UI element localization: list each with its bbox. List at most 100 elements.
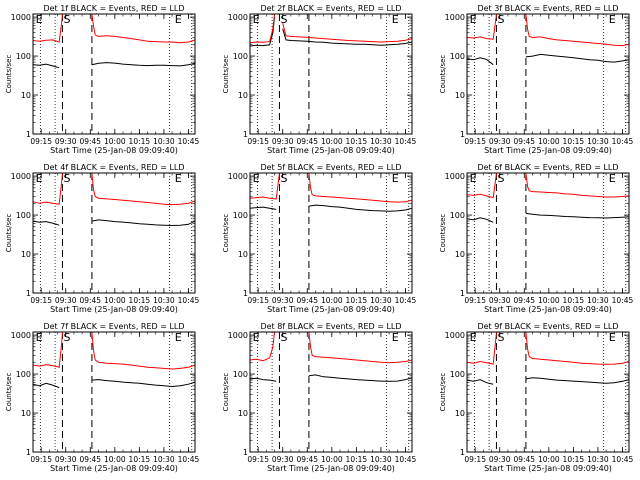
series-events-line (249, 377, 277, 382)
x-tick-label: 10:30 (587, 296, 609, 305)
panel-title: Det 3f BLACK = Events, RED = LLD (477, 4, 618, 13)
y-tick-label: 10 (21, 91, 31, 100)
series-lld-line (91, 331, 196, 370)
x-tick-label: 09:30 (55, 455, 77, 464)
series-events-line (32, 63, 60, 69)
series-lld-line (525, 172, 630, 198)
marker-label-e: E (175, 13, 182, 26)
marker-label-s: S (280, 13, 287, 26)
y-tick-label: 100 (450, 211, 465, 220)
series-lld-line (32, 13, 63, 43)
x-tick-label: 10:15 (129, 455, 151, 464)
x-tick-label: 10:00 (104, 137, 126, 146)
series-lld-line (308, 172, 413, 203)
series-events-line (249, 17, 275, 47)
x-tick-label: 09:45 (296, 137, 318, 146)
x-tick-label: 09:15 (247, 137, 269, 146)
y-axis-label: Counts/sec (439, 55, 447, 94)
panel-title: Det 4f BLACK = Events, RED = LLD (43, 163, 184, 172)
x-tick-label: 10:45 (395, 455, 417, 464)
series-events-line (525, 377, 630, 384)
x-tick-label: 09:45 (296, 296, 318, 305)
marker-label-e: E (253, 172, 260, 185)
y-tick-label: 10 (21, 409, 31, 418)
y-tick-label: 1000 (445, 172, 465, 181)
y-tick-label: 1000 (11, 331, 31, 340)
x-tick-label: 09:30 (272, 455, 294, 464)
x-tick-label: 09:30 (272, 296, 294, 305)
marker-label-e: E (36, 13, 43, 26)
x-tick-label: 10:00 (321, 296, 343, 305)
x-axis-label: Start Time (25-Jan-08 09:09:40) (50, 146, 178, 155)
x-axis-label: Start Time (25-Jan-08 09:09:40) (267, 464, 395, 473)
y-tick-label: 1000 (445, 331, 465, 340)
y-tick-label: 10 (455, 250, 465, 259)
series-lld-line (282, 22, 413, 43)
x-tick-label: 09:15 (464, 455, 486, 464)
y-tick-label: 100 (450, 370, 465, 379)
marker-label-s: S (497, 13, 504, 26)
y-axis-label: Counts/sec (439, 373, 447, 412)
y-tick-label: 100 (233, 370, 248, 379)
y-tick-label: 1 (460, 130, 465, 139)
series-events-line (91, 62, 196, 67)
y-axis-label: Counts/sec (5, 55, 13, 94)
x-tick-label: 09:30 (55, 137, 77, 146)
x-tick-label: 10:00 (538, 455, 560, 464)
y-tick-label: 1000 (228, 331, 248, 340)
x-tick-label: 09:15 (30, 137, 52, 146)
x-tick-label: 09:45 (79, 296, 101, 305)
series-events-line (308, 204, 413, 212)
y-tick-label: 100 (16, 52, 31, 61)
plot-frame (249, 172, 413, 294)
marker-label-s: S (280, 172, 287, 185)
panel-det-8: Det 8f BLACK = Events, RED = LLD Counts/s… (222, 322, 416, 473)
plot-frame (466, 13, 630, 135)
x-tick-label: 10:15 (129, 137, 151, 146)
x-tick-label: 10:45 (178, 137, 200, 146)
marker-label-e: E (392, 331, 399, 344)
x-tick-label: 09:45 (513, 137, 535, 146)
x-axis-label: Start Time (25-Jan-08 09:09:40) (267, 146, 395, 155)
x-tick-label: 09:15 (247, 455, 269, 464)
x-axis-label: Start Time (25-Jan-08 09:09:40) (50, 305, 178, 314)
x-tick-label: 09:15 (30, 296, 52, 305)
marker-label-e: E (609, 331, 616, 344)
x-tick-label: 10:45 (612, 137, 634, 146)
marker-label-e: E (36, 172, 43, 185)
marker-label-e: E (470, 331, 477, 344)
x-axis-label: Start Time (25-Jan-08 09:09:40) (267, 305, 395, 314)
panel-det-1: Det 1f BLACK = Events, RED = LLD Counts/s… (5, 4, 199, 155)
marker-label-e: E (470, 13, 477, 26)
marker-label-e: E (609, 172, 616, 185)
x-tick-label: 10:45 (395, 137, 417, 146)
panel-title: Det 2f BLACK = Events, RED = LLD (260, 4, 401, 13)
y-tick-label: 1 (26, 448, 31, 457)
series-events-line (525, 212, 630, 219)
y-tick-label: 10 (455, 409, 465, 418)
y-tick-label: 100 (16, 211, 31, 220)
y-tick-label: 1000 (228, 172, 248, 181)
x-tick-label: 09:15 (464, 137, 486, 146)
plot-frame (249, 331, 413, 453)
marker-label-e: E (392, 172, 399, 185)
x-tick-label: 10:45 (612, 455, 634, 464)
y-axis-label: Counts/sec (5, 373, 13, 412)
panel-det-5: Det 5f BLACK = Events, RED = LLD Counts/s… (222, 163, 416, 314)
y-tick-label: 1 (26, 289, 31, 298)
marker-label-e: E (470, 172, 477, 185)
series-lld-line (32, 331, 63, 368)
panel-title: Det 9f BLACK = Events, RED = LLD (477, 322, 618, 331)
x-tick-label: 10:15 (346, 137, 368, 146)
marker-label-e: E (36, 331, 43, 344)
plot-frame (249, 13, 413, 135)
plot-frame (466, 172, 630, 294)
x-tick-label: 09:45 (513, 455, 535, 464)
x-axis-label: Start Time (25-Jan-08 09:09:40) (484, 146, 612, 155)
y-axis-label: Counts/sec (222, 214, 230, 253)
y-tick-label: 10 (455, 91, 465, 100)
x-tick-label: 09:15 (464, 296, 486, 305)
plot-frame (32, 172, 196, 294)
y-tick-label: 1 (26, 130, 31, 139)
y-tick-label: 1 (243, 448, 248, 457)
